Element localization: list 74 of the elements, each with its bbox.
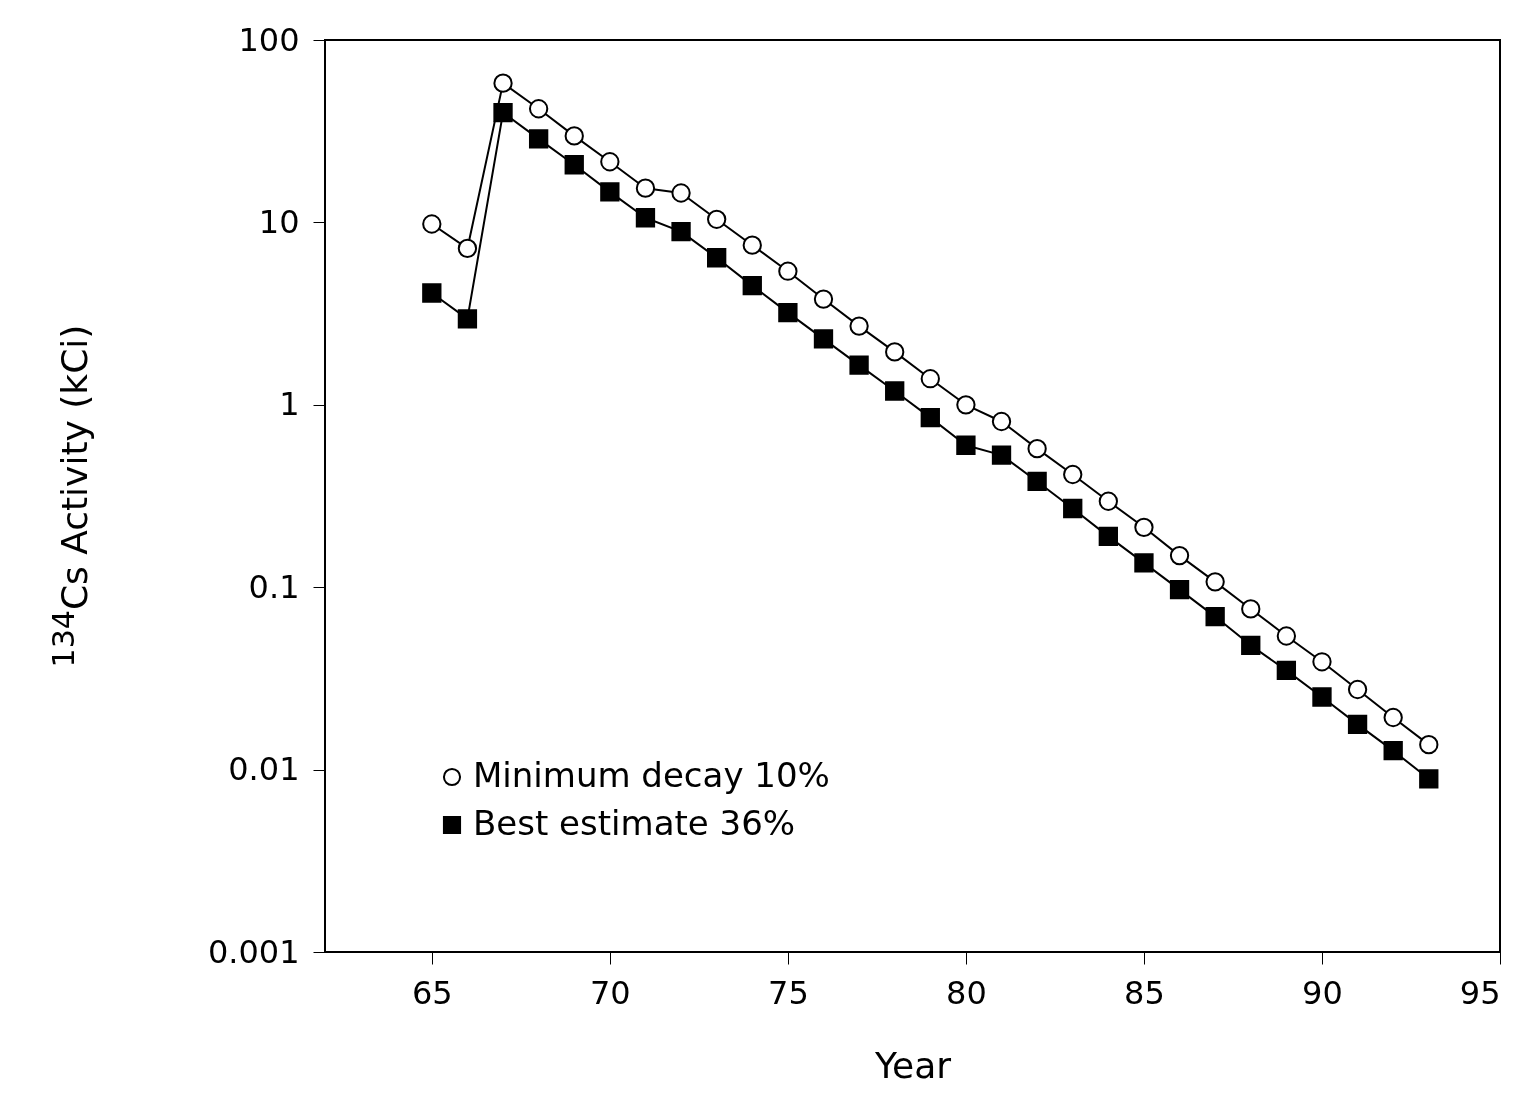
point bbox=[600, 152, 620, 172]
point bbox=[1169, 545, 1190, 566]
legend-label: Best estimate 36% bbox=[473, 803, 796, 843]
point bbox=[1383, 707, 1403, 728]
x-tick-label: 85 bbox=[1124, 973, 1165, 1012]
point bbox=[885, 342, 905, 362]
y-tick-label: 0.001 bbox=[207, 932, 300, 971]
point bbox=[991, 411, 1012, 432]
point bbox=[1063, 498, 1083, 519]
point bbox=[1169, 579, 1190, 600]
point bbox=[493, 73, 513, 93]
y-tick-label: 1 bbox=[279, 385, 300, 424]
point bbox=[742, 275, 762, 296]
y-tick-label: 0.01 bbox=[228, 750, 300, 789]
point bbox=[742, 235, 762, 255]
x-tick-label: 70 bbox=[589, 973, 631, 1012]
point bbox=[1419, 769, 1439, 789]
point bbox=[1027, 438, 1047, 459]
point bbox=[1098, 491, 1118, 511]
point bbox=[956, 395, 976, 415]
point bbox=[991, 445, 1012, 465]
point bbox=[920, 408, 940, 428]
point bbox=[422, 283, 442, 303]
point bbox=[885, 381, 905, 401]
point bbox=[528, 99, 549, 119]
point bbox=[1098, 526, 1118, 547]
point bbox=[1347, 679, 1368, 700]
point bbox=[635, 178, 656, 198]
point bbox=[778, 303, 798, 323]
point bbox=[1419, 735, 1439, 755]
point bbox=[956, 435, 976, 455]
x-tick-label: 75 bbox=[768, 973, 809, 1012]
point bbox=[1276, 626, 1297, 646]
point bbox=[1347, 714, 1368, 735]
point bbox=[1241, 635, 1261, 655]
point bbox=[1312, 687, 1332, 707]
point bbox=[457, 238, 478, 259]
point bbox=[1134, 517, 1154, 537]
x-tick-label: 90 bbox=[1302, 973, 1343, 1012]
point bbox=[849, 316, 869, 336]
point bbox=[493, 102, 513, 123]
point bbox=[1134, 553, 1154, 573]
x-tick-label: 65 bbox=[411, 973, 453, 1012]
point bbox=[1205, 572, 1225, 592]
x-axis-title: Year bbox=[873, 1044, 952, 1086]
point bbox=[422, 214, 442, 234]
point bbox=[1312, 652, 1332, 672]
point bbox=[920, 369, 940, 389]
point bbox=[813, 329, 834, 349]
x-tick-label: 80 bbox=[946, 973, 987, 1012]
point bbox=[528, 129, 549, 149]
x-tick-label: 95 bbox=[1459, 973, 1501, 1012]
legend-label: Minimum decay 10% bbox=[473, 755, 830, 795]
y-tick-label: 0.1 bbox=[248, 567, 300, 606]
y-tick-label: 100 bbox=[238, 20, 300, 59]
point bbox=[600, 182, 620, 202]
point bbox=[813, 289, 834, 309]
point bbox=[1383, 741, 1403, 761]
point bbox=[671, 221, 691, 242]
point bbox=[1063, 464, 1083, 485]
point bbox=[635, 208, 656, 228]
point bbox=[707, 209, 727, 229]
point bbox=[778, 261, 798, 281]
y-tick-label: 10 bbox=[258, 202, 300, 241]
point bbox=[1027, 471, 1047, 492]
point bbox=[1276, 660, 1297, 681]
point bbox=[671, 183, 691, 203]
point bbox=[849, 355, 869, 375]
point bbox=[1205, 606, 1225, 627]
point bbox=[564, 155, 584, 175]
point bbox=[707, 248, 727, 268]
point bbox=[1241, 599, 1261, 619]
point bbox=[564, 126, 584, 146]
point bbox=[457, 309, 478, 329]
